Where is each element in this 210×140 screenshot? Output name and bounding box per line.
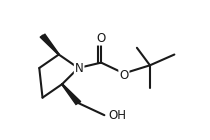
Text: O: O xyxy=(96,32,106,45)
Polygon shape xyxy=(62,84,81,104)
Polygon shape xyxy=(40,34,59,55)
Text: O: O xyxy=(119,69,129,82)
Text: N: N xyxy=(75,61,84,74)
Text: OH: OH xyxy=(108,109,126,122)
